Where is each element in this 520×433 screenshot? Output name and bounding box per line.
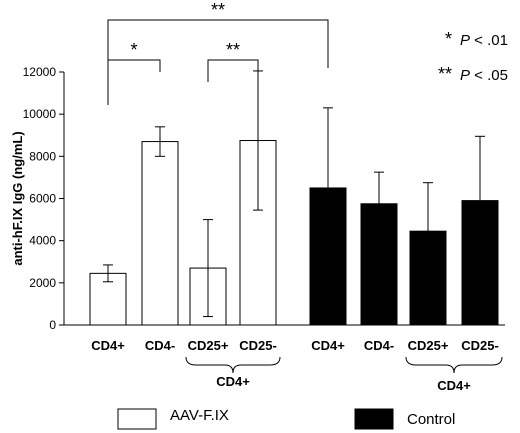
pvalue-symbol-1: P — [460, 67, 470, 84]
legend-label-0: AAV-F.IX — [170, 407, 229, 424]
category-label-0: CD4+ — [91, 338, 125, 353]
category-label-1: CD4- — [145, 338, 175, 353]
y-tick-label-3: 6000 — [29, 192, 56, 206]
group-bracket-label-1: CD4+ — [437, 378, 471, 393]
bar-7 — [461, 200, 499, 326]
significance-label-2: ** — [211, 0, 225, 20]
pvalue-threshold-0: < .01 — [470, 32, 508, 49]
legend-label-1: Control — [407, 411, 455, 428]
legend-swatch-1 — [354, 408, 394, 430]
category-label-6: CD25+ — [408, 338, 449, 353]
y-tick-label-1: 2000 — [29, 276, 56, 290]
legend-swatch-0 — [117, 408, 157, 430]
y-tick-label-0: 0 — [49, 318, 56, 332]
bar-4 — [309, 187, 347, 326]
bar-6 — [409, 230, 447, 326]
category-label-7: CD25- — [461, 338, 499, 353]
significance-bracket-1 — [207, 59, 259, 82]
pvalue-symbol-0: P — [460, 32, 470, 49]
category-labels: CD4+ CD4- CD25+ CD25- CD4+ CD4- CD25+ CD25- CD4+… — [91, 338, 503, 393]
significance-label-0: * — [130, 40, 137, 60]
significance-label-1: ** — [226, 40, 240, 60]
pvalue-text-0: P < .01 — [460, 32, 508, 49]
y-tick-label-4: 8000 — [29, 149, 56, 163]
y-tick-label-5: 10000 — [23, 107, 57, 121]
group-bracket-0 — [185, 356, 281, 374]
y-tick-label-2: 4000 — [29, 234, 56, 248]
y-tick-label-6: 12000 — [23, 65, 57, 79]
category-label-5: CD4- — [364, 338, 394, 353]
bar-1 — [141, 141, 179, 326]
bar-5 — [360, 203, 398, 326]
significance-bracket-2 — [107, 19, 329, 105]
significance-brackets: * **** — [107, 0, 329, 105]
bars — [89, 70, 499, 326]
category-label-4: CD4+ — [311, 338, 345, 353]
axes: 0 2000 4000 6000 8000 10000 12000 anti-hF.IX Ig… — [10, 65, 505, 332]
pvalue-legend: * P < .01 ** P < .05 — [438, 29, 508, 84]
group-bracket-1 — [405, 356, 503, 374]
category-label-2: CD25+ — [188, 338, 229, 353]
group-bracket-label-0: CD4+ — [216, 374, 250, 389]
pvalue-text-1: P < .05 — [460, 67, 508, 84]
pvalue-mark-0: * — [445, 29, 452, 49]
pvalue-threshold-1: < .05 — [470, 67, 508, 84]
pvalue-mark-1: ** — [438, 64, 452, 84]
y-axis-label: anti-hF.IX IgG (ng/mL) — [10, 131, 25, 265]
legend: AAV-F.IX Control — [117, 407, 455, 430]
significance-bracket-0 — [107, 59, 161, 105]
category-label-3: CD25- — [239, 338, 277, 353]
